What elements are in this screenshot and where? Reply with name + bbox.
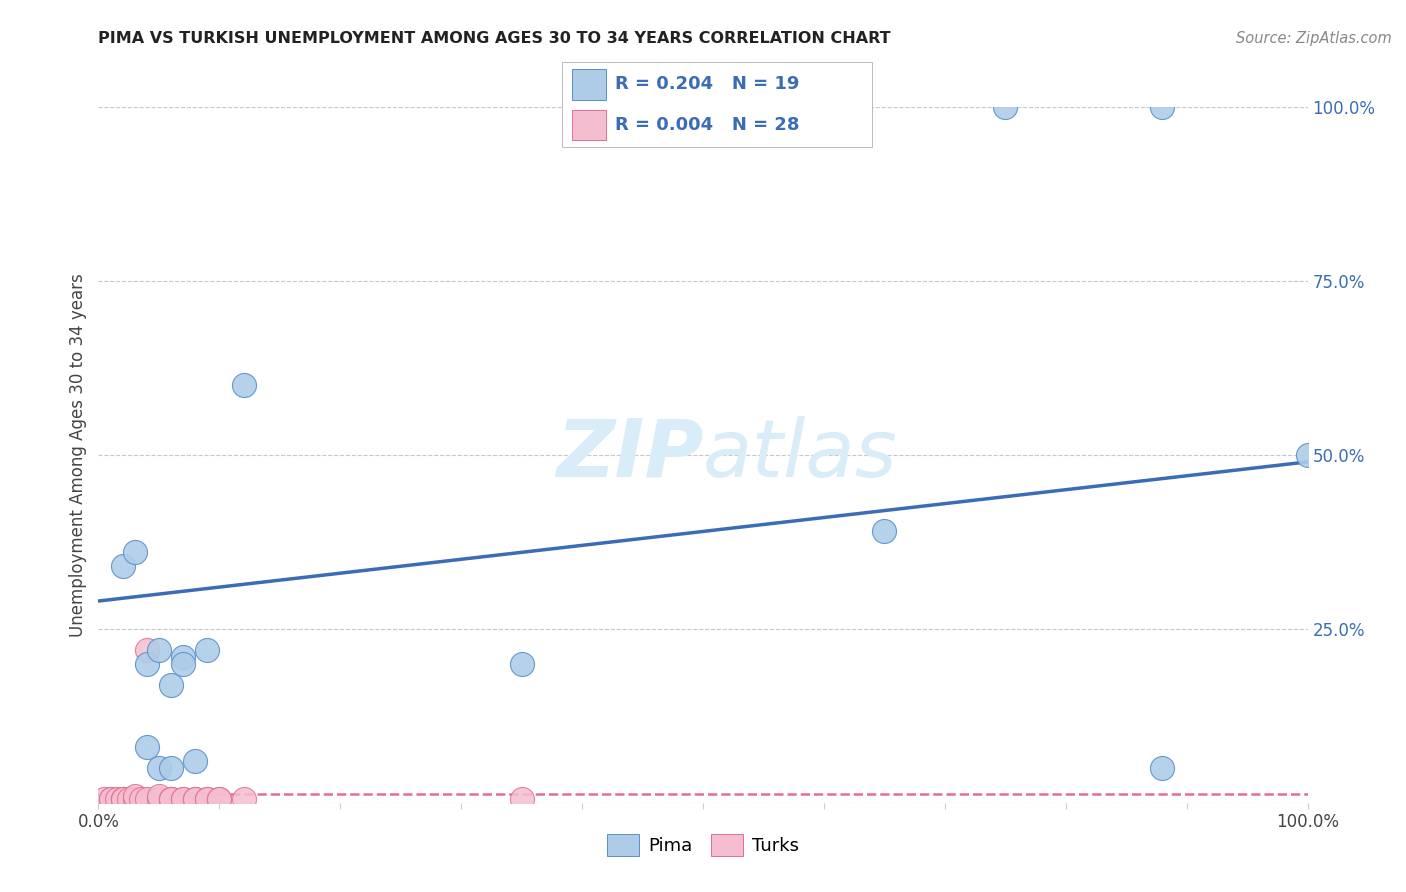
Point [160, 792, 183, 806]
Point [1152, 100, 1174, 114]
Point [184, 792, 207, 806]
Point [111, 792, 134, 806]
Point [93, 792, 115, 806]
Point [135, 657, 157, 671]
Legend: Pima, Turks: Pima, Turks [599, 827, 807, 863]
Point [148, 789, 170, 803]
FancyBboxPatch shape [572, 110, 606, 140]
Point [994, 100, 1017, 114]
Point [195, 642, 218, 657]
Point [510, 792, 533, 806]
Point [160, 792, 183, 806]
Point [148, 792, 170, 806]
Text: R = 0.004   N = 28: R = 0.004 N = 28 [614, 116, 800, 134]
Point [124, 792, 146, 806]
Point [129, 792, 152, 806]
Point [111, 792, 134, 806]
Text: atlas: atlas [703, 416, 898, 494]
Point [172, 792, 194, 806]
Point [208, 792, 231, 806]
Point [148, 642, 170, 657]
Text: PIMA VS TURKISH UNEMPLOYMENT AMONG AGES 30 TO 34 YEARS CORRELATION CHART: PIMA VS TURKISH UNEMPLOYMENT AMONG AGES … [98, 31, 891, 46]
Point [232, 378, 254, 392]
Point [184, 792, 207, 806]
Point [195, 792, 218, 806]
Point [124, 545, 146, 559]
Point [172, 792, 194, 806]
Point [111, 559, 134, 574]
Point [148, 761, 170, 775]
FancyBboxPatch shape [562, 62, 872, 147]
Point [184, 754, 207, 768]
Point [100, 792, 122, 806]
Text: Source: ZipAtlas.com: Source: ZipAtlas.com [1236, 31, 1392, 46]
Point [195, 792, 218, 806]
Point [172, 649, 194, 664]
Point [135, 740, 157, 755]
Point [111, 792, 134, 806]
Text: R = 0.204   N = 19: R = 0.204 N = 19 [614, 76, 800, 94]
Point [135, 792, 157, 806]
Point [1296, 448, 1319, 462]
Point [160, 677, 183, 691]
Point [232, 792, 254, 806]
Point [160, 761, 183, 775]
Point [208, 792, 231, 806]
Point [873, 524, 896, 539]
Point [135, 642, 157, 657]
Point [100, 792, 122, 806]
Point [510, 657, 533, 671]
Point [1152, 761, 1174, 775]
Point [105, 792, 128, 806]
Point [118, 792, 141, 806]
Text: ZIP: ZIP [555, 416, 703, 494]
Point [160, 792, 183, 806]
Point [124, 789, 146, 803]
Point [172, 657, 194, 671]
Y-axis label: Unemployment Among Ages 30 to 34 years: Unemployment Among Ages 30 to 34 years [69, 273, 87, 637]
FancyBboxPatch shape [572, 70, 606, 100]
